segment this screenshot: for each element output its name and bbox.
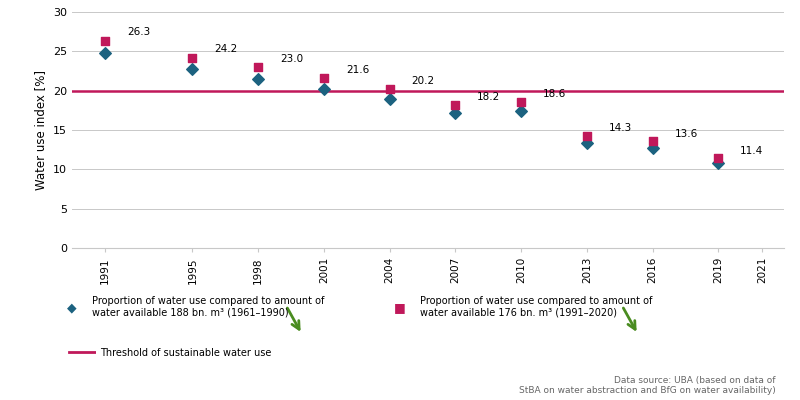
- Point: [646, 138, 659, 144]
- Point: [186, 54, 199, 61]
- Text: 26.3: 26.3: [126, 27, 150, 37]
- Point: [581, 140, 594, 146]
- Point: [449, 110, 462, 117]
- Point: [514, 108, 527, 114]
- Point: [318, 75, 330, 81]
- Point: [252, 64, 265, 70]
- Text: 11.4: 11.4: [740, 146, 763, 156]
- Point: [449, 102, 462, 108]
- Text: ◆: ◆: [67, 302, 77, 314]
- Point: [712, 160, 725, 166]
- Point: [581, 132, 594, 139]
- Text: Data source: UBA (based on data of
StBA on water abstraction and BfG on water av: Data source: UBA (based on data of StBA …: [519, 376, 776, 395]
- Text: 20.2: 20.2: [411, 76, 434, 86]
- Point: [98, 38, 111, 44]
- Point: [98, 50, 111, 56]
- Text: 14.3: 14.3: [609, 123, 632, 133]
- Point: [514, 98, 527, 105]
- Text: 24.2: 24.2: [214, 44, 238, 54]
- Point: [383, 95, 396, 102]
- Point: [712, 155, 725, 162]
- Text: 18.6: 18.6: [543, 89, 566, 99]
- Point: [646, 145, 659, 151]
- Point: [186, 66, 199, 72]
- Point: [318, 86, 330, 92]
- Text: 18.2: 18.2: [478, 92, 501, 102]
- Text: Proportion of water use compared to amount of
water available 188 bn. m³ (1961–1: Proportion of water use compared to amou…: [92, 296, 324, 318]
- Text: Proportion of water use compared to amount of
water available 176 bn. m³ (1991–2: Proportion of water use compared to amou…: [420, 296, 652, 318]
- Text: 13.6: 13.6: [674, 129, 698, 139]
- Text: 21.6: 21.6: [346, 65, 369, 75]
- Point: [252, 76, 265, 82]
- Y-axis label: Water use index [%]: Water use index [%]: [34, 70, 47, 190]
- Text: ■: ■: [394, 302, 406, 314]
- Text: 23.0: 23.0: [280, 54, 303, 64]
- Point: [383, 86, 396, 92]
- Text: Threshold of sustainable water use: Threshold of sustainable water use: [100, 348, 271, 358]
